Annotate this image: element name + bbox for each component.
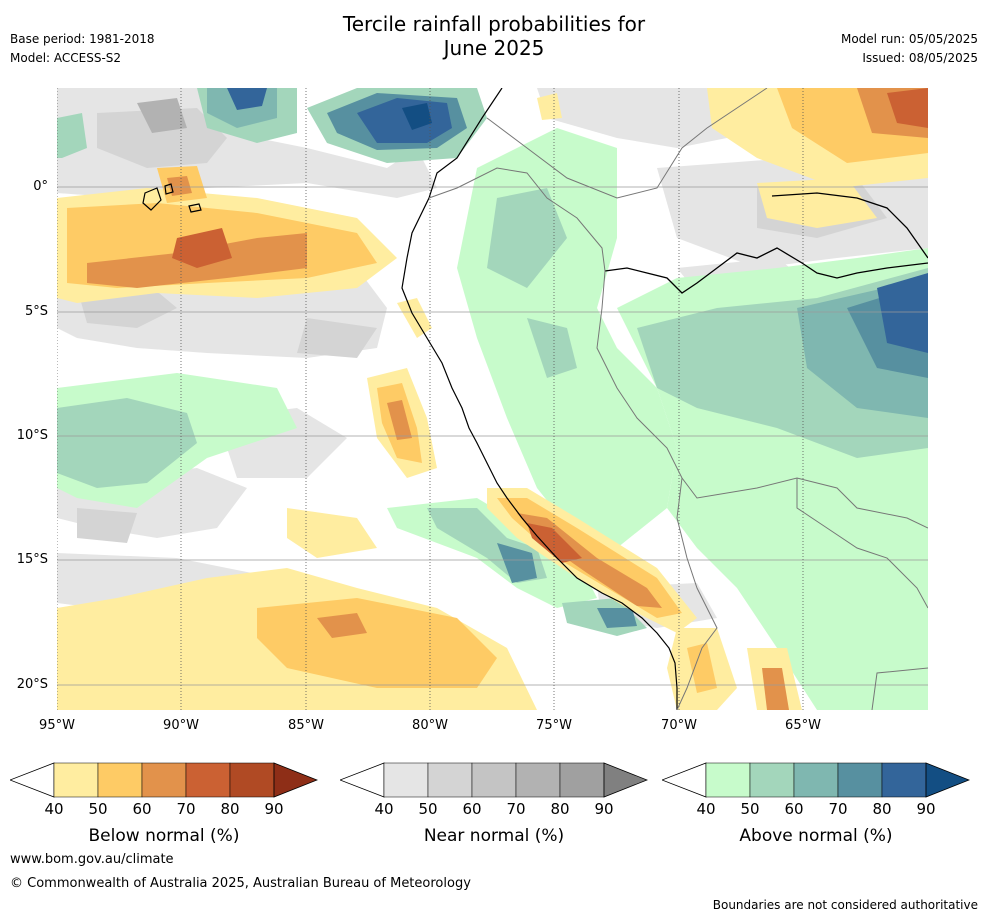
near-tick-70: 70 xyxy=(506,800,526,818)
colorbar-near-lower-extend xyxy=(340,762,385,798)
near-tick-80: 80 xyxy=(550,800,570,818)
colorbar-below-bin-50-60 xyxy=(97,762,143,798)
colorbar-below-lower-extend xyxy=(10,762,55,798)
below-normal-regions xyxy=(57,88,928,710)
lon-label-90w: 90°W xyxy=(163,718,199,733)
lat-label-0: 0° xyxy=(33,179,48,194)
above-tick-80: 80 xyxy=(872,800,892,818)
coastline xyxy=(401,88,678,710)
colorbar-near-bin-60-70 xyxy=(471,762,517,798)
title-line-2: June 2025 xyxy=(443,36,545,60)
colorbar-above-bin-40-50 xyxy=(705,762,751,798)
above-tick-60: 60 xyxy=(784,800,804,818)
lat-label-20s: 20°S xyxy=(16,677,48,692)
below-tick-40: 40 xyxy=(44,800,64,818)
colorbar-above-bin-80-90 xyxy=(881,762,927,798)
colorbar-near-bin-50-60 xyxy=(427,762,473,798)
colorbar-below-bin-40-50 xyxy=(53,762,99,798)
near-normal-title: Near normal (%) xyxy=(423,826,565,846)
above-tick-50: 50 xyxy=(740,800,760,818)
map-title: Tercile rainfall probabilities for June … xyxy=(0,12,988,60)
lon-label-65w: 65°W xyxy=(785,718,821,733)
colorbar-below-normal xyxy=(10,762,318,798)
colorbar-near-bin-40-50 xyxy=(383,762,429,798)
above-tick-70: 70 xyxy=(828,800,848,818)
country-boundaries xyxy=(428,88,928,710)
below-tick-70: 70 xyxy=(176,800,196,818)
colorbar-near-normal xyxy=(340,762,648,798)
colorbar-above-bin-70-80 xyxy=(837,762,883,798)
lon-label-95w: 95°W xyxy=(39,718,75,733)
copyright: © Commonwealth of Australia 2025, Austra… xyxy=(10,876,471,891)
above-tick-90: 90 xyxy=(916,800,936,818)
lon-label-80w: 80°W xyxy=(412,718,448,733)
colorbar-below-bin-70-80 xyxy=(185,762,231,798)
website-link[interactable]: www.bom.gov.au/climate xyxy=(10,852,174,867)
base-period: Base period: 1981-2018 xyxy=(10,32,155,46)
boundary-disclaimer: Boundaries are not considered authoritat… xyxy=(712,898,978,912)
lat-label-10s: 10°S xyxy=(16,428,48,443)
below-tick-50: 50 xyxy=(88,800,108,818)
colorbar-above-lower-extend xyxy=(662,762,707,798)
colorbar-above-bin-50-60 xyxy=(749,762,795,798)
below-tick-90: 90 xyxy=(264,800,284,818)
issued-date: Issued: 08/05/2025 xyxy=(862,51,978,65)
near-tick-40: 40 xyxy=(374,800,394,818)
lon-label-70w: 70°W xyxy=(661,718,697,733)
below-tick-60: 60 xyxy=(132,800,152,818)
colorbar-near-bin-80-90 xyxy=(559,762,605,798)
model-run: Model run: 05/05/2025 xyxy=(840,32,978,46)
colorbar-near-bin-70-80 xyxy=(515,762,561,798)
rainfall-probability-map xyxy=(57,88,928,710)
galapagos-islands xyxy=(142,183,202,213)
colorbar-below-bin-60-70 xyxy=(141,762,187,798)
below-normal-title: Below normal (%) xyxy=(88,826,240,846)
lat-label-5s: 5°S xyxy=(24,304,48,319)
colorbar-near-upper-extend xyxy=(603,762,648,798)
near-tick-50: 50 xyxy=(418,800,438,818)
above-normal-title: Above normal (%) xyxy=(739,826,893,846)
above-tick-40: 40 xyxy=(696,800,716,818)
colorbar-below-upper-extend xyxy=(273,762,318,798)
colorbar-above-upper-extend xyxy=(925,762,970,798)
model-name: Model: ACCESS-S2 xyxy=(10,51,122,65)
below-tick-80: 80 xyxy=(220,800,240,818)
near-tick-90: 90 xyxy=(594,800,614,818)
colorbar-below-bin-80-90 xyxy=(229,762,275,798)
meta-right: Model run: 05/05/2025 Issued: 08/05/2025 xyxy=(841,30,978,68)
above-normal-regions xyxy=(57,88,928,710)
amazon-river xyxy=(604,247,928,294)
meta-left: Base period: 1981-2018 Model: ACCESS-S2 xyxy=(10,30,155,68)
lat-label-15s: 15°S xyxy=(16,552,48,567)
near-tick-60: 60 xyxy=(462,800,482,818)
lon-label-75w: 75°W xyxy=(536,718,572,733)
colorbar-above-bin-60-70 xyxy=(793,762,839,798)
amazon-upper xyxy=(771,192,928,259)
title-line-1: Tercile rainfall probabilities for xyxy=(342,12,646,36)
lon-label-85w: 85°W xyxy=(288,718,324,733)
latitude-gridlines xyxy=(57,186,928,686)
colorbar-above-normal xyxy=(662,762,970,798)
